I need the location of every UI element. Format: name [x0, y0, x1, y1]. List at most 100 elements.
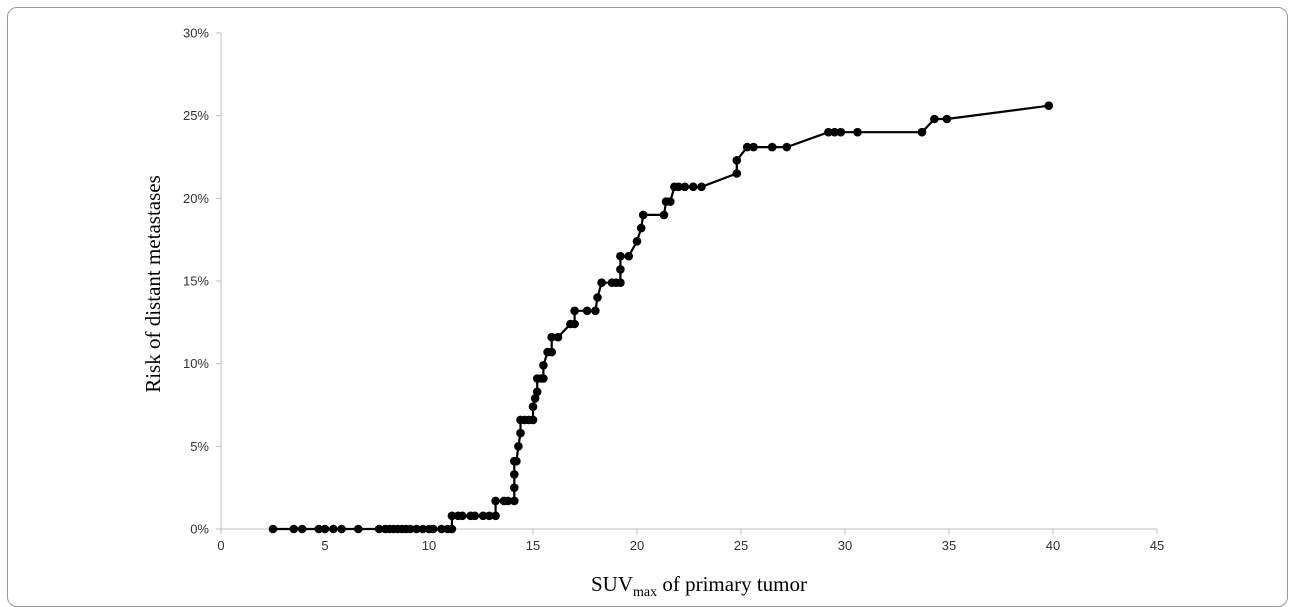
data-point — [836, 127, 846, 137]
x-tick-label: 45 — [1150, 538, 1164, 553]
data-point — [320, 524, 330, 534]
data-point — [406, 524, 415, 534]
data-point — [930, 114, 939, 124]
x-ticks: 0 5 10 15 20 25 30 35 40 45 — [217, 529, 1164, 553]
data-point — [539, 374, 548, 383]
data-point — [749, 142, 758, 152]
data-point — [329, 524, 338, 534]
data-point — [491, 511, 500, 521]
data-point — [510, 496, 519, 506]
data-point — [447, 511, 457, 521]
data-point — [528, 402, 538, 412]
data-point — [636, 223, 646, 233]
data-point — [539, 361, 548, 370]
y-tick-label: 30% — [183, 26, 209, 41]
y-axis-title: Risk of distant metastases — [141, 175, 165, 393]
data-point — [289, 524, 299, 534]
x-axis-title-rest: of primary tumor — [657, 572, 807, 596]
data-point — [697, 182, 706, 192]
data-point — [532, 387, 542, 397]
x-tick-label: 0 — [217, 538, 224, 553]
data-point — [503, 496, 513, 506]
data-point — [616, 251, 625, 261]
data-point — [688, 182, 698, 192]
data-point — [570, 319, 579, 329]
x-axis-title-sub: max — [633, 585, 657, 596]
x-tick-label: 30 — [838, 538, 852, 553]
data-point — [624, 251, 633, 261]
data-point — [553, 332, 563, 342]
data-point — [666, 197, 675, 206]
x-axis-title: SUVmax of primary tumor — [591, 572, 807, 596]
data-point — [337, 524, 346, 534]
x-tick-label: 15 — [526, 538, 540, 553]
data-point — [782, 142, 792, 152]
series-line — [273, 104, 1049, 531]
data-point — [680, 182, 690, 192]
data-point — [830, 127, 839, 137]
data-point — [354, 524, 363, 534]
data-point — [412, 524, 421, 534]
x-tick-label: 35 — [942, 538, 956, 553]
x-tick-label: 25 — [734, 538, 748, 553]
data-point — [570, 306, 579, 316]
data-point — [824, 127, 833, 137]
data-point — [470, 511, 480, 521]
data-point — [512, 456, 521, 466]
data-point — [732, 169, 742, 178]
data-point — [510, 483, 519, 493]
data-point — [530, 394, 540, 403]
axes — [220, 33, 1157, 530]
y-tick-label: 10% — [183, 356, 209, 371]
y-tick-label: 5% — [190, 439, 209, 454]
data-point — [528, 415, 538, 425]
data-point — [853, 127, 862, 137]
data-point — [638, 210, 648, 220]
data-point — [418, 524, 428, 534]
x-tick-label: 10 — [422, 538, 436, 553]
data-point — [458, 511, 467, 521]
data-point — [742, 142, 752, 152]
y-tick-label: 20% — [183, 191, 209, 206]
data-point — [767, 142, 777, 152]
y-tick-label: 15% — [183, 274, 209, 289]
data-point — [593, 293, 602, 302]
x-tick-label: 40 — [1046, 538, 1060, 553]
y-tick-label: 25% — [183, 108, 209, 123]
data-point — [616, 278, 625, 288]
data-point — [437, 524, 446, 534]
data-point — [297, 524, 307, 534]
data-point — [428, 524, 438, 534]
data-point — [732, 156, 742, 165]
data-point — [514, 442, 523, 451]
data-point — [1044, 101, 1054, 110]
data-point — [485, 511, 494, 521]
data-point — [616, 265, 625, 274]
data-point — [374, 524, 384, 534]
data-point — [547, 332, 556, 342]
data-point — [516, 428, 525, 438]
data-point — [582, 306, 592, 316]
data-point — [491, 496, 500, 506]
y-ticks: 0% 5% 10% 15% 20% 25% 30% — [183, 26, 221, 537]
data-point — [659, 210, 669, 220]
data-point — [597, 278, 606, 288]
data-point — [674, 182, 683, 192]
data-point — [632, 237, 642, 246]
data-point — [478, 511, 488, 521]
x-axis-title-main: SUV — [591, 572, 633, 596]
data-point — [917, 127, 927, 137]
x-tick-label: 20 — [630, 538, 644, 553]
data-point — [268, 524, 278, 534]
data-point — [547, 347, 556, 357]
data-point — [510, 470, 519, 479]
data-point — [447, 524, 457, 534]
data-point — [314, 524, 324, 534]
data-point — [591, 306, 600, 316]
x-tick-label: 5 — [321, 538, 328, 553]
series-risk — [273, 104, 1049, 531]
series-markers — [268, 101, 1054, 534]
y-tick-label: 0% — [190, 522, 209, 537]
data-point — [942, 114, 952, 124]
